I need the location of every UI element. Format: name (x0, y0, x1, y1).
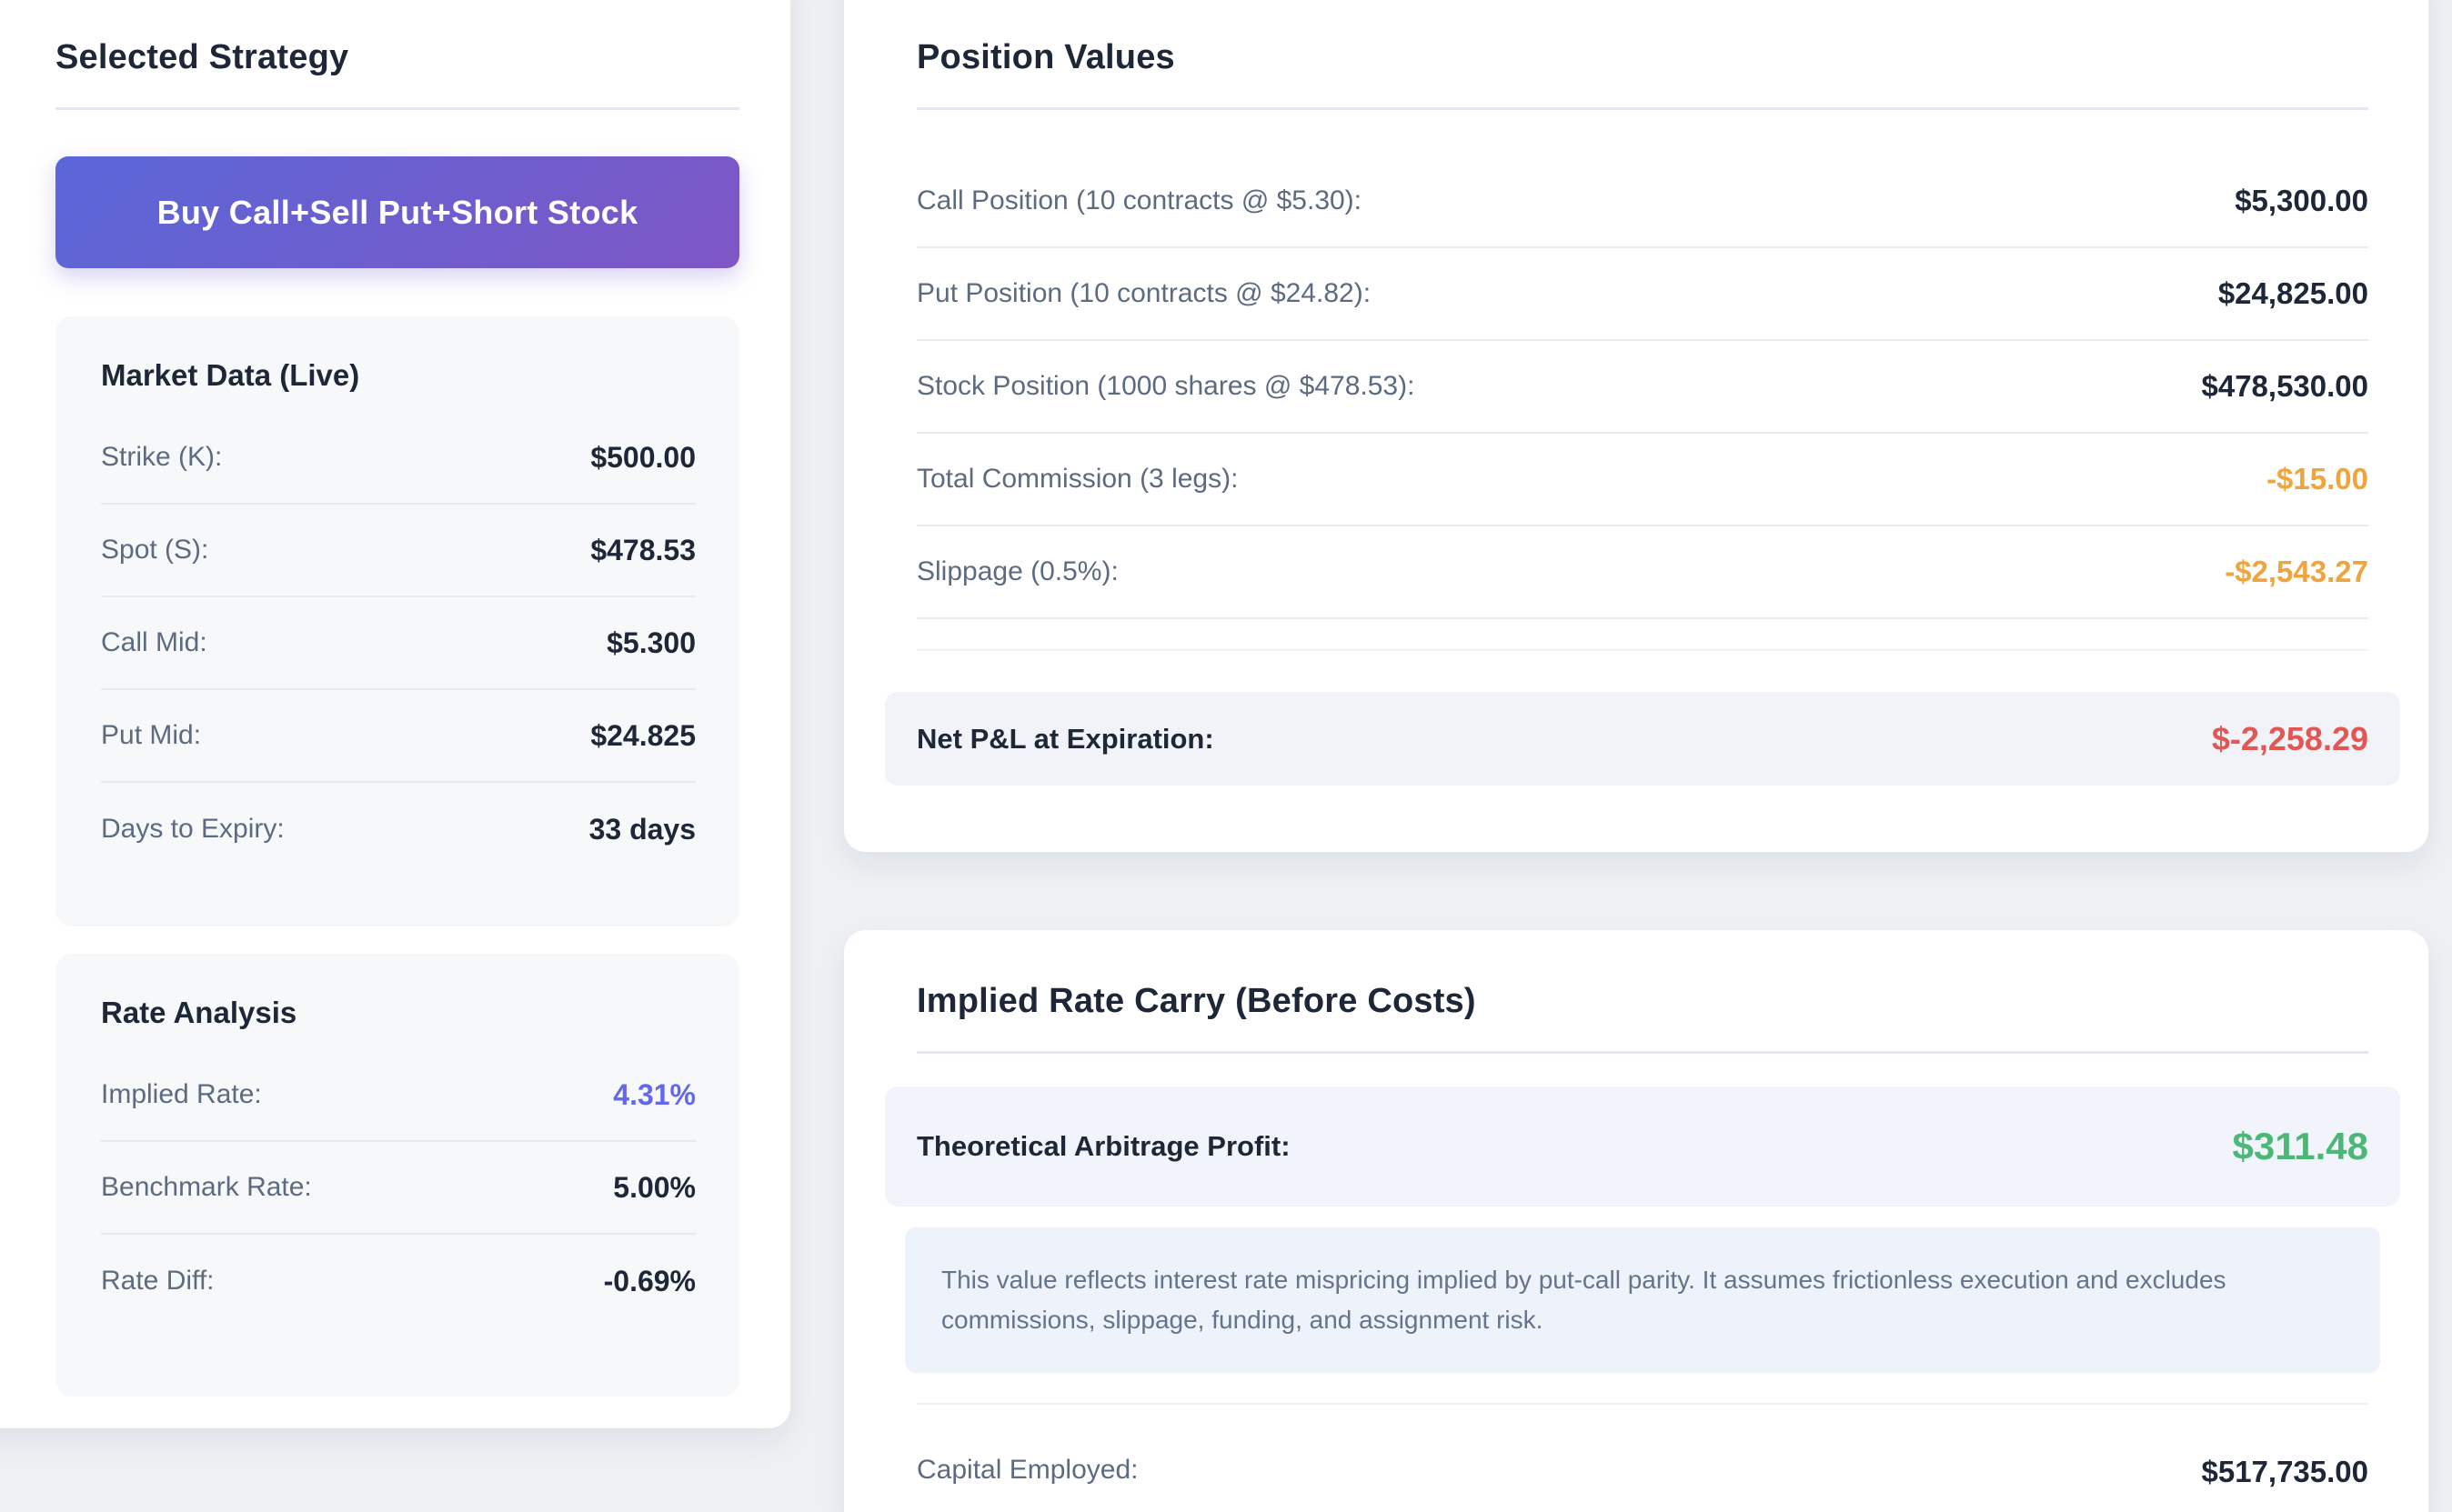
row-capital-employed-value: $517,735.00 (2201, 1455, 2368, 1488)
market-data-rows: Strike (K): $500.00 Spot (S): $478.53 Ca… (101, 412, 696, 876)
row-call-mid-value: $5.300 (607, 626, 696, 659)
position-values-card: Position Values Call Position (10 contra… (844, 0, 2428, 852)
selected-strategy-title: Selected Strategy (55, 38, 349, 76)
parity-note-text: This value reflects interest rate mispri… (941, 1266, 2226, 1334)
implied-rate-carry-card: Implied Rate Carry (Before Costs) Theore… (844, 930, 2428, 1512)
row-call-mid-label: Call Mid: (101, 627, 207, 657)
row-put-mid-value: $24.825 (590, 718, 696, 752)
row-rate-diff: Rate Diff: -0.69% (101, 1235, 696, 1327)
row-days-to-expiry: Days to Expiry: 33 days (101, 783, 696, 876)
row-capital-employed: Capital Employed: $517,735.00 (917, 1455, 2368, 1489)
row-rate-diff-label: Rate Diff: (101, 1266, 215, 1296)
row-spot-label: Spot (S): (101, 535, 209, 565)
market-data-card: Market Data (Live) Strike (K): $500.00 S… (55, 316, 739, 926)
strategy-button[interactable]: Buy Call+Sell Put+Short Stock (55, 156, 739, 268)
row-benchmark-rate-value: 5.00% (613, 1170, 696, 1204)
implied-rate-carry-title: Implied Rate Carry (Before Costs) (917, 982, 1476, 1020)
row-days-to-expiry-label: Days to Expiry: (101, 814, 285, 844)
row-spot-value: $478.53 (590, 533, 696, 566)
row-call-position-value: $5,300.00 (2235, 184, 2368, 217)
row-implied-rate-value: 4.31% (613, 1077, 696, 1111)
row-days-to-expiry-value: 33 days (588, 812, 696, 846)
row-implied-rate: Implied Rate: 4.31% (101, 1049, 696, 1142)
selected-strategy-panel: Selected Strategy Buy Call+Sell Put+Shor… (0, 0, 790, 1428)
position-values-divider (917, 107, 2368, 110)
position-values-spacer (917, 619, 2368, 651)
net-pnl-label: Net P&L at Expiration: (917, 722, 1214, 755)
rate-analysis-card: Rate Analysis Implied Rate: 4.31% Benchm… (55, 954, 739, 1397)
parity-note: This value reflects interest rate mispri… (905, 1227, 2380, 1373)
row-put-position-label: Put Position (10 contracts @ $24.82): (917, 278, 1372, 308)
row-benchmark-rate: Benchmark Rate: 5.00% (101, 1142, 696, 1235)
row-total-commission-label: Total Commission (3 legs): (917, 464, 1239, 494)
position-values-title: Position Values (917, 38, 1175, 76)
rate-analysis-title: Rate Analysis (101, 996, 297, 1029)
theoretical-arbitrage-profit-label: Theoretical Arbitrage Profit: (917, 1130, 1291, 1162)
implied-rate-carry-divider (917, 1051, 2368, 1054)
row-strike-label: Strike (K): (101, 442, 223, 472)
row-slippage-value: -$2,543.27 (2225, 555, 2368, 588)
market-data-title: Market Data (Live) (101, 358, 360, 392)
row-slippage-label: Slippage (0.5%): (917, 556, 1119, 586)
row-strike-value: $500.00 (590, 440, 696, 474)
row-rate-diff-value: -0.69% (603, 1264, 696, 1297)
row-put-position: Put Position (10 contracts @ $24.82): $2… (917, 248, 2368, 341)
net-pnl-row: Net P&L at Expiration: $-2,258.29 (885, 692, 2400, 786)
rate-analysis-rows: Implied Rate: 4.31% Benchmark Rate: 5.00… (101, 1049, 696, 1327)
row-call-position-label: Call Position (10 contracts @ $5.30): (917, 185, 1362, 215)
row-call-position: Call Position (10 contracts @ $5.30): $5… (917, 155, 2368, 248)
position-values-rows: Call Position (10 contracts @ $5.30): $5… (917, 155, 2368, 651)
theoretical-arbitrage-profit-row: Theoretical Arbitrage Profit: $311.48 (885, 1086, 2400, 1207)
row-stock-position-label: Stock Position (1000 shares @ $478.53): (917, 371, 1415, 401)
row-implied-rate-label: Implied Rate: (101, 1079, 262, 1109)
row-total-commission: Total Commission (3 legs): -$15.00 (917, 434, 2368, 526)
row-call-mid: Call Mid: $5.300 (101, 597, 696, 690)
net-pnl-value: $-2,258.29 (2211, 719, 2368, 757)
row-total-commission-value: -$15.00 (2266, 462, 2368, 496)
row-spot: Spot (S): $478.53 (101, 505, 696, 597)
row-strike: Strike (K): $500.00 (101, 412, 696, 505)
row-stock-position: Stock Position (1000 shares @ $478.53): … (917, 341, 2368, 434)
strategy-button-label: Buy Call+Sell Put+Short Stock (156, 193, 638, 231)
row-slippage: Slippage (0.5%): -$2,543.27 (917, 526, 2368, 619)
selected-strategy-divider (55, 107, 739, 110)
row-stock-position-value: $478,530.00 (2201, 369, 2368, 403)
capital-row-divider (917, 1403, 2368, 1405)
row-put-position-value: $24,825.00 (2217, 276, 2368, 310)
row-put-mid: Put Mid: $24.825 (101, 690, 696, 783)
row-benchmark-rate-label: Benchmark Rate: (101, 1172, 312, 1202)
theoretical-arbitrage-profit-value: $311.48 (2232, 1125, 2368, 1167)
row-capital-employed-label: Capital Employed: (917, 1455, 1139, 1485)
row-put-mid-label: Put Mid: (101, 720, 202, 750)
